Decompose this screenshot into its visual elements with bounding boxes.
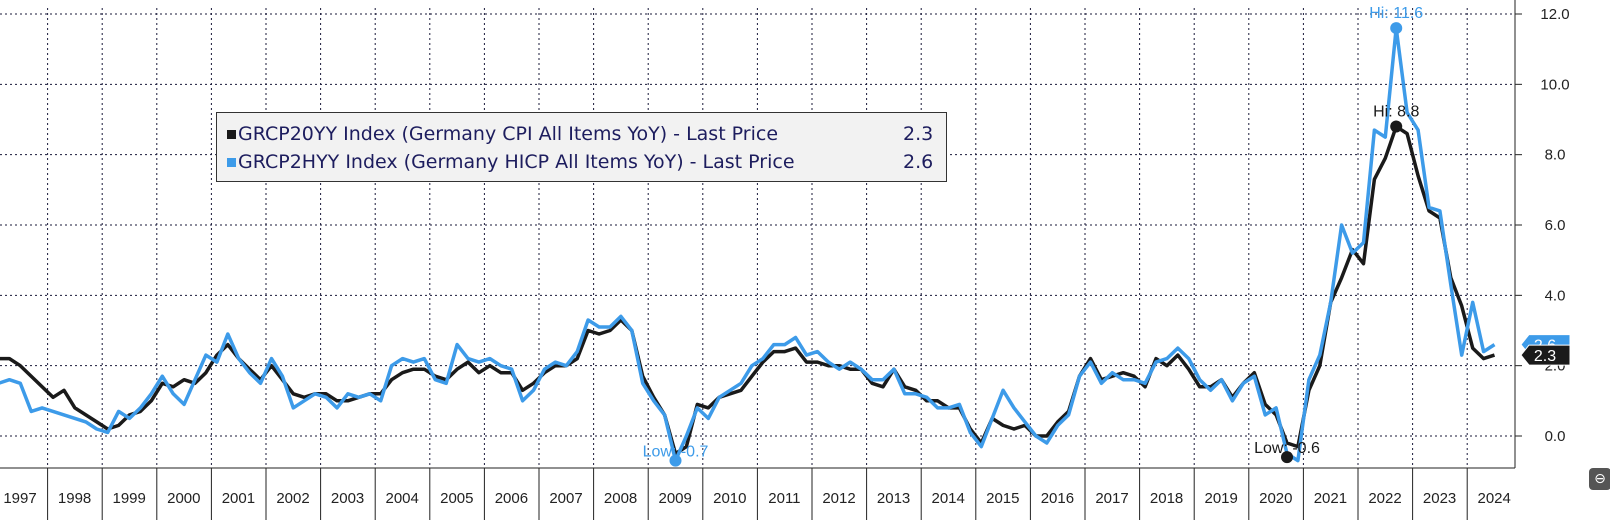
x-tick-label: 2002 bbox=[276, 490, 309, 507]
extreme-label: Low: -0.7 bbox=[643, 444, 709, 461]
x-tick-label: 2022 bbox=[1368, 490, 1401, 507]
x-tick-label: 2008 bbox=[604, 490, 637, 507]
legend: GRCP20YY Index (Germany CPI All Items Yo… bbox=[216, 112, 947, 182]
x-tick-label: 2010 bbox=[713, 490, 746, 507]
y-tick-label: 0.0 bbox=[1545, 428, 1566, 445]
x-tick-label: 2021 bbox=[1314, 490, 1347, 507]
x-tick-label: 2001 bbox=[222, 490, 255, 507]
extreme-marker bbox=[1281, 451, 1294, 464]
x-tick-label: 2018 bbox=[1150, 490, 1183, 507]
x-tick-label: 2020 bbox=[1259, 490, 1292, 507]
legend-item-hicp: GRCP2HYY Index (Germany HICP All Items Y… bbox=[227, 148, 933, 176]
x-tick-label: 2024 bbox=[1478, 490, 1511, 507]
last-value-tag-bg bbox=[1520, 344, 1571, 366]
y-tick-label: 12.0 bbox=[1540, 6, 1569, 23]
extreme-label: Hi: 8.8 bbox=[1373, 104, 1419, 121]
legend-swatch-cpi bbox=[227, 129, 236, 139]
x-tick-label: 1998 bbox=[58, 490, 91, 507]
legend-swatch-hicp bbox=[227, 157, 236, 167]
x-tick-label: 2003 bbox=[331, 490, 364, 507]
x-tick-label: 1999 bbox=[113, 490, 146, 507]
extreme-marker bbox=[669, 454, 682, 467]
x-tick-label: 2017 bbox=[1095, 490, 1128, 507]
x-tick-label: 2009 bbox=[659, 490, 692, 507]
x-axis: 1997 1998 1999 2000 2001 2002 2003 2004 2005 2006… bbox=[0, 467, 1515, 520]
y-axis: 0.02.04.06.08.010.012.0 bbox=[1514, 0, 1570, 468]
legend-label-hicp: GRCP2HYY Index (Germany HICP All Items Y… bbox=[238, 151, 795, 173]
x-tick-label: 2013 bbox=[877, 490, 910, 507]
legend-label-cpi: GRCP20YY Index (Germany CPI All Items Yo… bbox=[238, 123, 779, 145]
series-layer bbox=[0, 26, 1496, 463]
x-tick-label: 2007 bbox=[549, 490, 582, 507]
x-tick-label: 1997 bbox=[3, 490, 36, 507]
annotations: Hi: 11.6 Hi: 8.8 Low: -0.7 Low: -0.6 2.6 2.3 bbox=[643, 5, 1571, 467]
extreme-marker bbox=[1390, 22, 1403, 35]
last-value-tag: 2.3 bbox=[1520, 344, 1571, 366]
x-tick-label: 2000 bbox=[167, 490, 200, 507]
x-tick-label: 2006 bbox=[495, 490, 528, 507]
x-tick-label: 2015 bbox=[986, 490, 1019, 507]
extreme-label: Hi: 11.6 bbox=[1369, 5, 1423, 22]
series-line-hicp bbox=[0, 26, 1496, 463]
x-tick-label: 2016 bbox=[1041, 490, 1074, 507]
legend-value-hicp: 2.6 bbox=[903, 151, 934, 173]
y-tick-label: 6.0 bbox=[1545, 217, 1566, 234]
y-tick-label: 4.0 bbox=[1545, 287, 1566, 304]
grid bbox=[0, 8, 1515, 468]
extreme-label: Low: -0.6 bbox=[1254, 440, 1320, 457]
y-tick-label: 8.0 bbox=[1545, 147, 1566, 164]
zoom-icon[interactable]: ⊖ bbox=[1589, 468, 1610, 490]
legend-item-cpi: GRCP20YY Index (Germany CPI All Items Yo… bbox=[227, 120, 933, 148]
x-tick-label: 2005 bbox=[440, 490, 473, 507]
x-tick-label: 2004 bbox=[386, 490, 419, 507]
y-tick-label: 10.0 bbox=[1540, 76, 1569, 93]
legend-value-cpi: 2.3 bbox=[903, 123, 934, 145]
last-value-tag-text: 2.3 bbox=[1534, 348, 1556, 365]
extreme-marker bbox=[1390, 120, 1403, 133]
x-tick-label: 2011 bbox=[768, 490, 800, 507]
x-tick-label: 2012 bbox=[822, 490, 855, 507]
x-tick-label: 2014 bbox=[932, 490, 965, 507]
x-tick-label: 2019 bbox=[1205, 490, 1238, 507]
x-tick-label: 2023 bbox=[1423, 490, 1456, 507]
